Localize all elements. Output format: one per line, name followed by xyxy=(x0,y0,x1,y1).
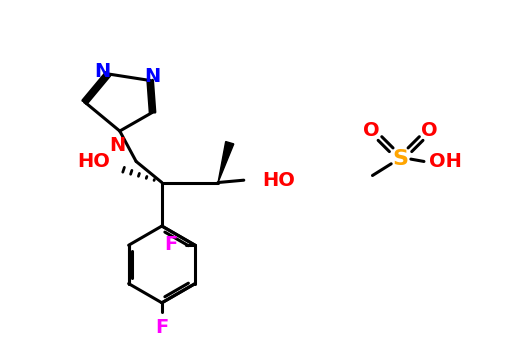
Text: N: N xyxy=(94,62,111,81)
Text: S: S xyxy=(393,149,408,169)
Text: HO: HO xyxy=(78,152,110,171)
Text: N: N xyxy=(144,67,161,86)
Text: O: O xyxy=(421,121,438,140)
Text: N: N xyxy=(109,136,125,155)
Text: F: F xyxy=(164,235,178,254)
Text: HO: HO xyxy=(262,171,296,190)
Text: F: F xyxy=(155,318,169,337)
Polygon shape xyxy=(218,141,234,183)
Text: OH: OH xyxy=(428,152,461,171)
Text: O: O xyxy=(363,121,380,140)
